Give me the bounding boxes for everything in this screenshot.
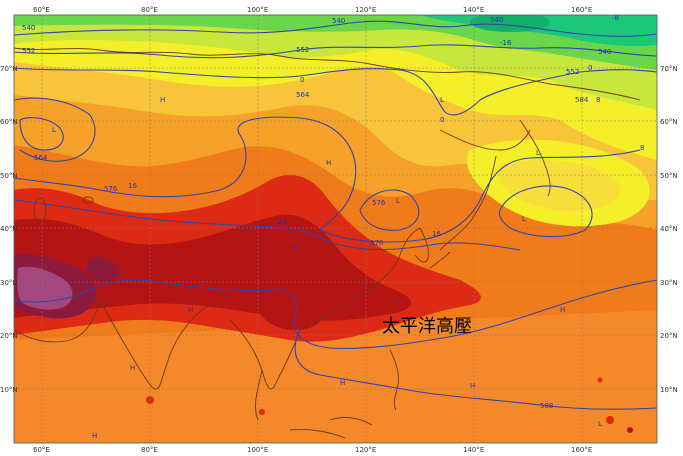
high-marker: H: [92, 432, 97, 440]
lat-label: 10°N: [660, 386, 678, 394]
high-marker: H: [292, 244, 297, 252]
high-marker: H: [560, 306, 565, 314]
lat-label: 70°N: [660, 65, 678, 73]
latitude-labels-right: 70°N 60°N 50°N 40°N 30°N 20°N 10°N: [660, 65, 678, 394]
contour-label: 576: [370, 239, 384, 247]
isotherm-label: -16: [500, 39, 512, 47]
lat-label: 50°N: [0, 172, 18, 180]
isotherm-label: 0: [300, 76, 304, 84]
longitude-labels-bottom: 60°E 80°E 100°E 120°E 140°E 160°E: [33, 446, 592, 454]
map-frame: [13, 14, 658, 444]
lon-label: 100°E: [247, 446, 268, 454]
contour-label: 588: [540, 402, 553, 410]
lat-label: 50°N: [660, 172, 678, 180]
lon-label: 120°E: [355, 446, 376, 454]
contour-label: 552: [296, 46, 309, 54]
lon-label: 60°E: [33, 6, 50, 14]
contour-label: 584: [575, 96, 589, 104]
low-marker: L: [598, 420, 602, 428]
contour-label: 552: [22, 47, 35, 55]
high-marker: H: [130, 364, 135, 372]
lat-label: 60°N: [0, 118, 18, 126]
geopotential-contours: [14, 20, 657, 410]
isotherm-label: 24: [278, 218, 287, 226]
isotherm-label: 16: [128, 182, 137, 190]
contour-label: 540: [598, 48, 611, 56]
isotherm-label: 16: [432, 230, 441, 238]
lon-label: 80°E: [141, 446, 158, 454]
pacific-high-annotation: 太平洋高壓: [382, 316, 472, 337]
isotherm-label: 8: [640, 144, 644, 152]
lat-label: 20°N: [0, 332, 18, 340]
longitude-labels-top: 60°E 80°E 100°E 120°E 140°E 160°E: [33, 6, 592, 14]
lat-label: 20°N: [660, 332, 678, 340]
lon-label: 140°E: [463, 6, 484, 14]
contour-label: 540: [490, 16, 503, 24]
low-marker: L: [52, 126, 56, 134]
coastlines: [14, 47, 641, 439]
contour-label: 540: [332, 17, 345, 25]
low-marker: L: [86, 266, 90, 274]
temperature-field: [14, 15, 657, 443]
lat-label: 70°N: [0, 65, 18, 73]
latitude-labels-left: 70°N 60°N 50°N 40°N 30°N 20°N 10°N: [0, 65, 18, 394]
lon-label: 60°E: [33, 446, 50, 454]
contour-label: 576: [104, 185, 118, 193]
low-marker: L: [522, 215, 526, 223]
isotherm-label: 0: [440, 116, 444, 124]
contour-label: 564: [34, 154, 48, 162]
high-marker: H: [340, 379, 345, 387]
lon-label: 80°E: [141, 6, 158, 14]
contour-labels: 540 552 564 552 540 540 540 552 584 564 …: [22, 14, 644, 410]
lon-label: 160°E: [571, 446, 592, 454]
high-marker: H: [470, 382, 475, 390]
low-marker: L: [536, 149, 540, 157]
contour-label: 552: [566, 68, 579, 76]
low-marker: L: [396, 197, 400, 205]
isotherm-label: -8: [612, 14, 619, 22]
high-marker: H: [326, 159, 331, 167]
low-marker: L: [440, 96, 444, 104]
contour-label: 564: [296, 91, 310, 99]
lat-label: 30°N: [660, 279, 678, 287]
lon-label: 160°E: [571, 6, 592, 14]
lat-label: 60°N: [660, 118, 678, 126]
isotherm-label: 8: [596, 96, 600, 104]
lat-lon-grid: [14, 15, 657, 443]
lat-label: 30°N: [0, 279, 18, 287]
contour-label: 576: [372, 199, 386, 207]
high-marker: H: [188, 306, 193, 314]
high-marker: H: [160, 96, 165, 104]
lon-label: 140°E: [463, 446, 484, 454]
pressure-centers: H L L L L L H H H H H H H H L L: [52, 96, 602, 440]
contour-label: 540: [22, 24, 35, 32]
lon-label: 100°E: [247, 6, 268, 14]
lat-label: 40°N: [660, 225, 678, 233]
lat-label: 40°N: [0, 225, 18, 233]
lat-label: 10°N: [0, 386, 18, 394]
lon-label: 120°E: [355, 6, 376, 14]
isotherm-label: 0: [588, 64, 592, 72]
